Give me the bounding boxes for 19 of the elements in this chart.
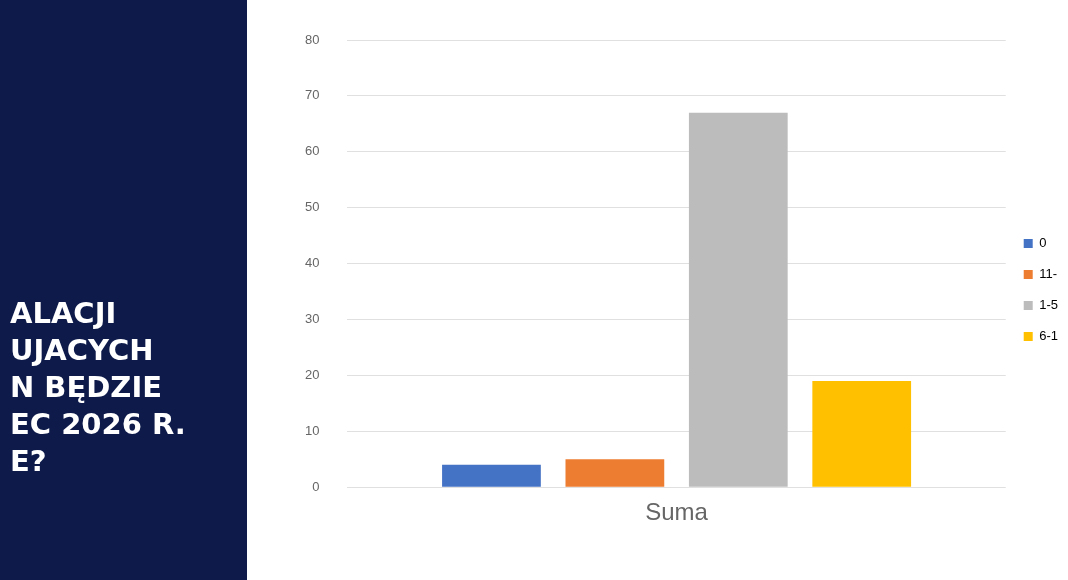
legend-label: 11- bbox=[1039, 266, 1058, 282]
bar bbox=[442, 464, 541, 487]
bar bbox=[688, 112, 788, 487]
y-tick-label: 50 bbox=[304, 199, 320, 215]
text: ALACJI UJACYCH N BĘDZIE EC 2026 R. E? bbox=[10, 295, 186, 480]
y-tick-label: 40 bbox=[304, 255, 320, 271]
legend-label: 1-5 bbox=[1039, 297, 1059, 313]
y-tick-label: 80 bbox=[304, 31, 320, 47]
y-tick-label: 60 bbox=[304, 143, 320, 159]
y-tick-label: 70 bbox=[304, 87, 320, 103]
x-tick-label: Suma bbox=[645, 498, 709, 526]
y-tick-label: 0 bbox=[312, 478, 320, 494]
y-tick-label: 30 bbox=[304, 311, 320, 327]
legend-label: 6-1 bbox=[1039, 328, 1059, 344]
y-tick-label: 10 bbox=[304, 422, 320, 438]
bar bbox=[812, 380, 912, 487]
bar bbox=[565, 459, 665, 487]
legend-label: 0 bbox=[1039, 235, 1047, 251]
y-tick-label: 20 bbox=[304, 366, 320, 382]
